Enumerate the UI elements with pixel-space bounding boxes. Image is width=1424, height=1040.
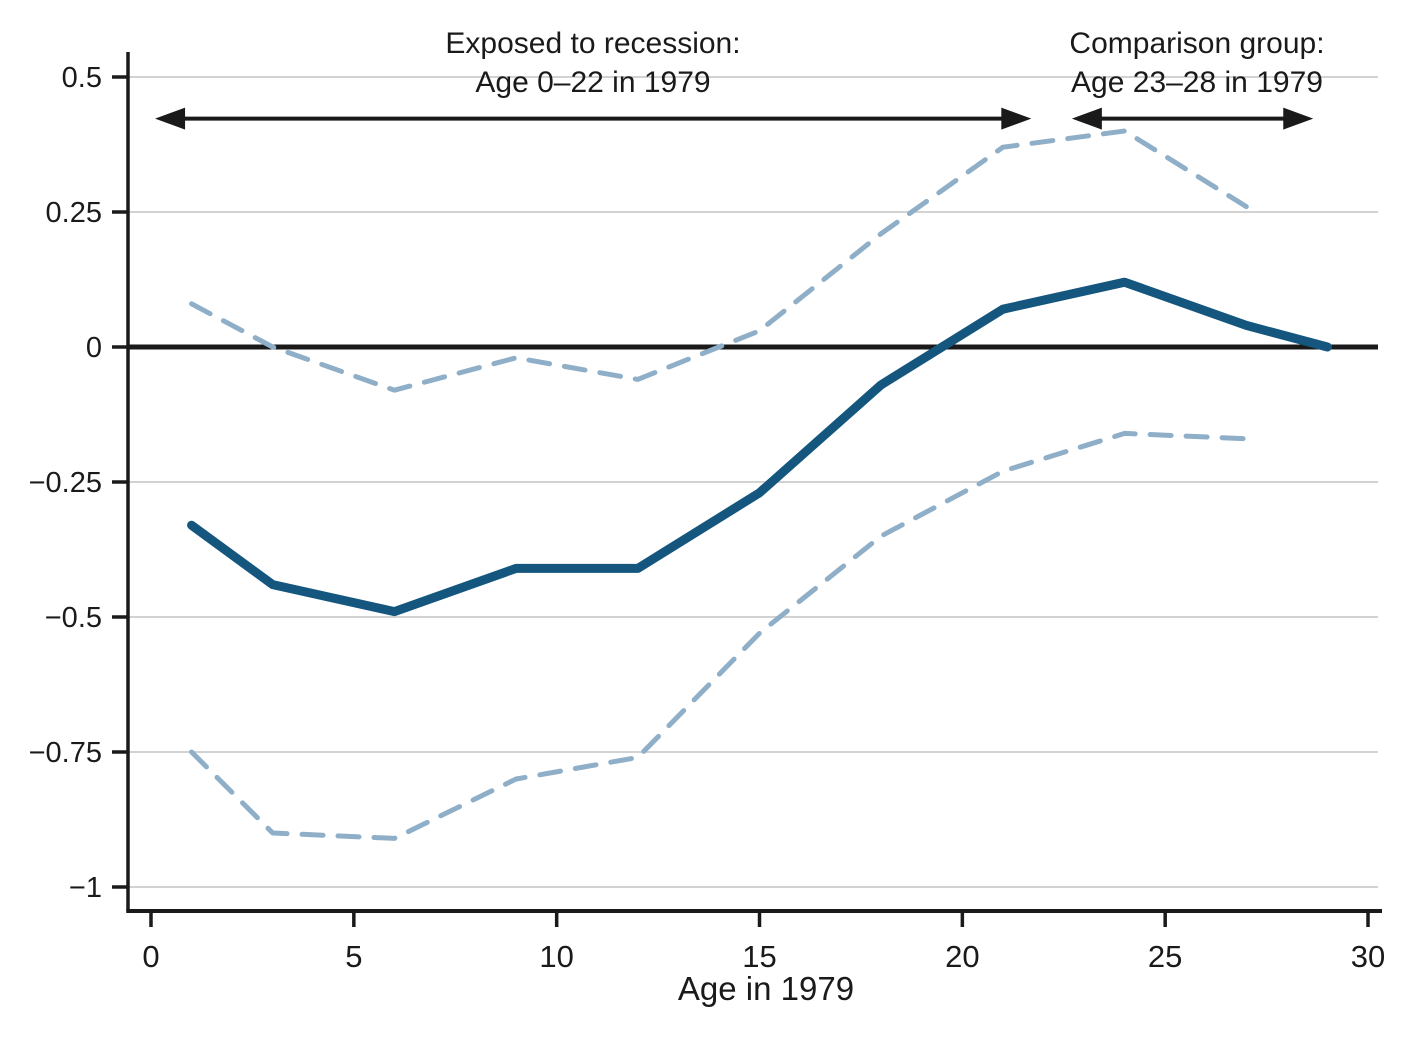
y-tick-label: −0.5	[45, 602, 102, 634]
annotation-comparison-line1: Comparison group:	[1069, 27, 1325, 60]
annotation-exposed-line1: Exposed to recession:	[445, 27, 741, 60]
lower-confidence-bound-line	[189, 430, 1249, 841]
x-tick-label: 15	[742, 939, 776, 974]
x-tick-label: 0	[142, 939, 159, 974]
annotation-exposed-group: Exposed to recession: Age 0–22 in 1979	[445, 24, 740, 102]
y-tick-label: −1	[69, 872, 102, 904]
y-tick-label: 0.5	[62, 62, 102, 94]
x-tick-label: 30	[1351, 939, 1385, 974]
x-tick-label: 25	[1148, 939, 1182, 974]
exposed-group-arrowhead-left	[155, 107, 186, 130]
x-tick-label: 20	[945, 939, 979, 974]
annotation-exposed-line2: Age 0–22 in 1979	[475, 66, 711, 99]
y-tick-label: 0.25	[46, 197, 102, 229]
annotation-comparison-group: Comparison group: Age 23–28 in 1979	[1069, 24, 1324, 102]
y-tick-label: −0.75	[29, 737, 102, 769]
x-tick-label: 10	[539, 939, 573, 974]
x-tick-label: 5	[345, 939, 362, 974]
comparison-group-arrowhead-left	[1071, 107, 1102, 130]
comparison-group-arrowhead-right	[1283, 107, 1314, 130]
upper-confidence-bound-line	[189, 128, 1249, 393]
x-axis-title: Age in 1979	[677, 970, 855, 1007]
exposed-group-arrowhead-right	[1001, 107, 1032, 130]
point-estimate-line	[187, 277, 1332, 617]
annotation-comparison-line2: Age 23–28 in 1979	[1071, 66, 1323, 99]
y-tick-label: −0.25	[29, 467, 102, 499]
y-tick-label: 0	[86, 332, 102, 364]
